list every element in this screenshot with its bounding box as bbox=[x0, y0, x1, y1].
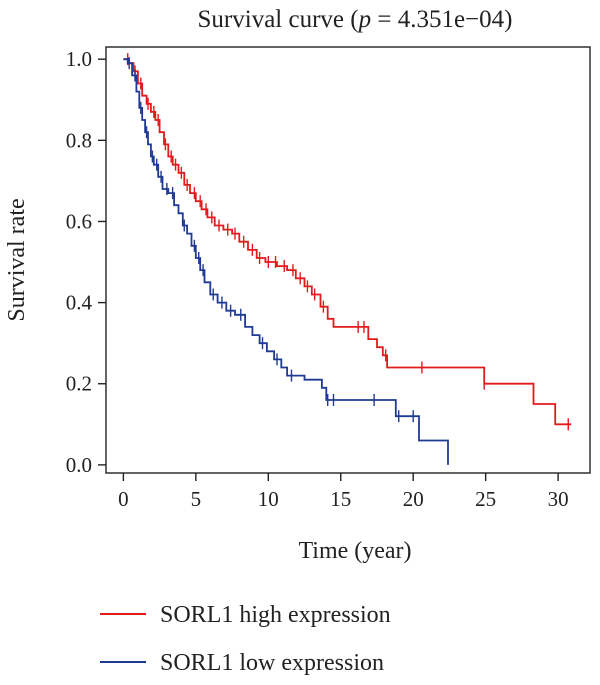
legend: SORL1 high expression SORL1 low expressi… bbox=[100, 602, 391, 676]
x-axis-label: Time (year) bbox=[298, 538, 411, 564]
survival-curves bbox=[123, 53, 572, 465]
x-tick-label: 20 bbox=[403, 487, 424, 511]
y-axis-label: Survival rate bbox=[4, 198, 30, 321]
x-tick-label: 5 bbox=[191, 487, 202, 511]
legend-label-high: SORL1 high expression bbox=[160, 602, 391, 628]
x-tick-label: 30 bbox=[548, 487, 569, 511]
x-tick-label: 25 bbox=[475, 487, 496, 511]
survival-line-high bbox=[123, 58, 572, 426]
x-axis: 0 5 10 15 20 25 30 bbox=[118, 473, 569, 511]
y-axis: 0.0 0.2 0.4 0.6 0.8 1.0 bbox=[66, 47, 106, 477]
x-tick-label: 0 bbox=[118, 487, 129, 511]
y-tick-label: 0.0 bbox=[66, 453, 92, 477]
y-tick-label: 0.8 bbox=[66, 128, 92, 152]
legend-label-low: SORL1 low expression bbox=[160, 650, 384, 676]
y-tick-label: 0.4 bbox=[66, 291, 93, 315]
x-tick-label: 10 bbox=[258, 487, 279, 511]
plot-frame bbox=[105, 46, 591, 474]
x-tick-label: 15 bbox=[330, 487, 351, 511]
chart-title: Survival curve (p = 4.351e−04) bbox=[198, 6, 513, 33]
y-tick-label: 0.6 bbox=[66, 209, 92, 233]
survival-line-low bbox=[123, 58, 449, 465]
y-tick-label: 1.0 bbox=[66, 47, 92, 71]
y-tick-label: 0.2 bbox=[66, 372, 92, 396]
